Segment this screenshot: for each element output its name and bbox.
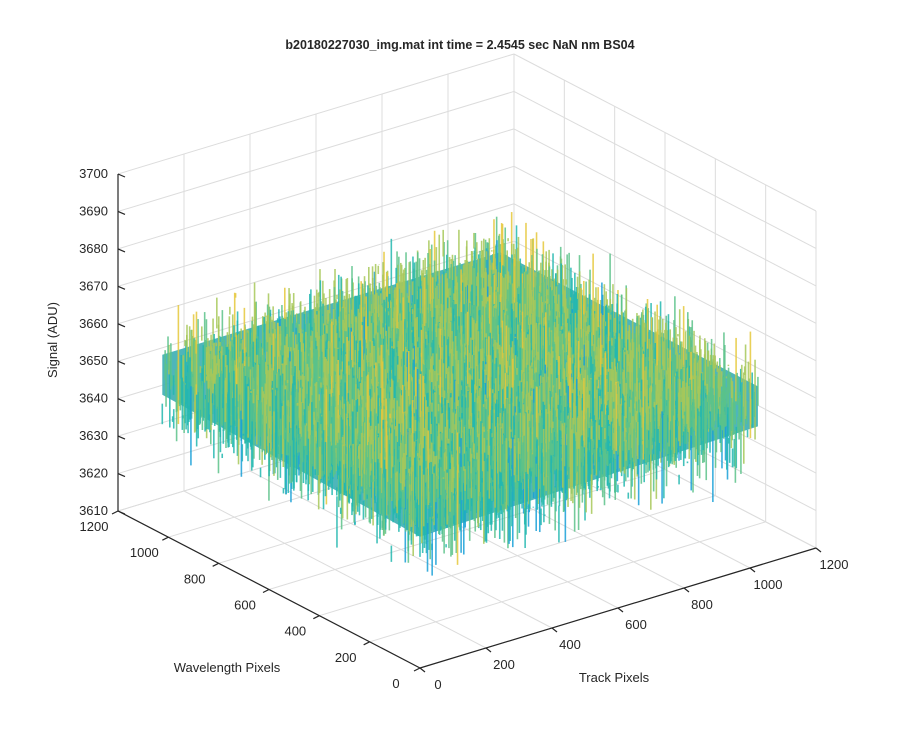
- grid-line-y-floor: [369, 521, 766, 643]
- surface-layer: [161, 212, 759, 576]
- grid-line-y-floor: [268, 469, 666, 590]
- grid-line-z-back: [117, 53, 515, 175]
- grid-line-z-back: [117, 128, 515, 250]
- grid-line-z-back: [117, 165, 515, 287]
- grid-line-z-back: [117, 203, 515, 325]
- grid-line-y-floor: [319, 495, 716, 617]
- grid-line-z-side: [513, 128, 817, 287]
- grid-line-z-side: [513, 53, 817, 212]
- grid-line-z-back: [117, 90, 515, 212]
- grid-line-z-side: [513, 240, 817, 399]
- grid-line-z-side: [513, 203, 817, 362]
- grid-line-z-side: [513, 165, 817, 324]
- grid-line-z-side: [513, 91, 817, 249]
